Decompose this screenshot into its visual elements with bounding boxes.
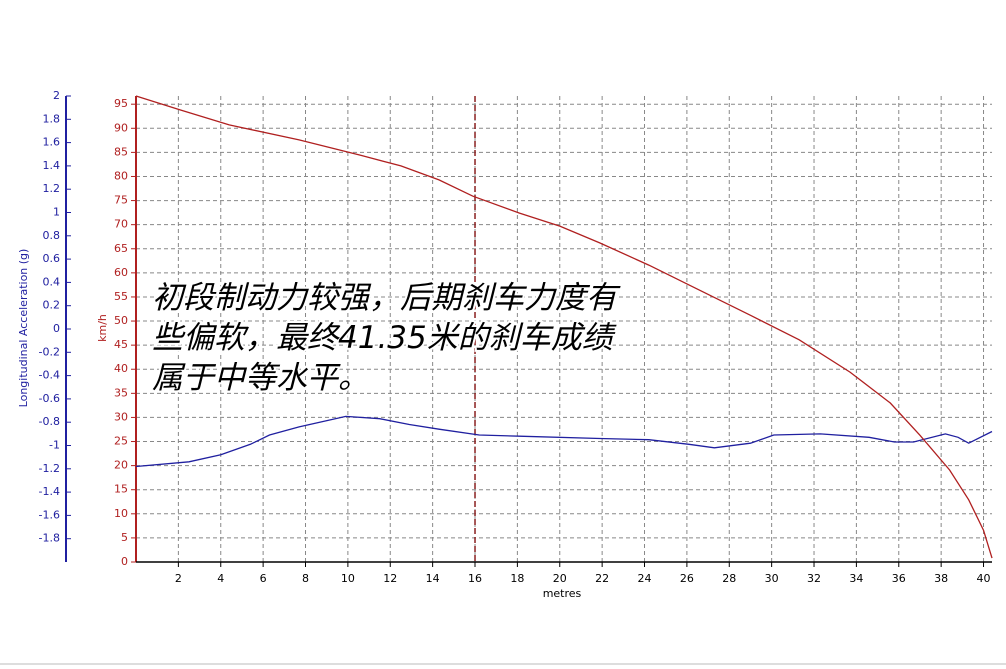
y2-tick-label: 10 (114, 507, 128, 520)
y-tick-label: 0.6 (43, 252, 61, 265)
y-tick-label: 1 (53, 206, 60, 219)
y-tick-label: 1.4 (43, 159, 61, 172)
x-tick-label: 20 (553, 572, 567, 585)
x-tick-label: 28 (722, 572, 736, 585)
annotation: 初段制动力较强，后期刹车力度有 (152, 280, 621, 316)
y-tick-label: 1.8 (43, 112, 61, 125)
x-tick-label: 12 (383, 572, 397, 585)
y2-tick-label: 90 (114, 121, 128, 134)
y2-tick-label: 20 (114, 459, 128, 472)
y-tick-label: 1.2 (43, 182, 61, 195)
x-tick-label: 36 (892, 572, 906, 585)
x-tick-label: 40 (977, 572, 991, 585)
y-tick-label: -0.8 (39, 415, 60, 428)
x-tick-label: 18 (510, 572, 524, 585)
y-tick-label: -0.2 (39, 345, 60, 358)
y2-axis-label: km/h (96, 314, 109, 342)
y-axis-label: Longitudinal Acceleration (g) (17, 249, 30, 408)
y-tick-label: -1.8 (39, 532, 60, 545)
y2-tick-label: 15 (114, 483, 128, 496)
y-tick-label: 2 (53, 89, 60, 102)
annotation: 些偏软，最终41.35米的刹车成绩 (152, 320, 617, 356)
y-tick-label: -1.6 (39, 508, 60, 521)
series-line (135, 95, 993, 559)
y-tick-label: 0.2 (43, 299, 61, 312)
x-tick-label: 34 (849, 572, 863, 585)
x-tick-label: 14 (426, 572, 440, 585)
y-tick-label: 0.4 (43, 275, 61, 288)
y2-tick-label: 30 (114, 410, 128, 423)
y-tick-label: -1.2 (39, 462, 60, 475)
annotation: 属于中等水平。 (152, 360, 369, 396)
y2-tick-label: 80 (114, 169, 128, 182)
y-tick-label: 0 (53, 322, 60, 335)
x-tick-label: 4 (217, 572, 224, 585)
y2-tick-label: 95 (114, 97, 128, 110)
y2-tick-label: 5 (121, 531, 128, 544)
x-tick-label: 30 (765, 572, 779, 585)
y2-tick-label: 40 (114, 362, 128, 375)
x-tick-label: 16 (468, 572, 482, 585)
y-tick-label: -0.4 (39, 369, 60, 382)
series-line (135, 415, 993, 468)
x-tick-label: 38 (934, 572, 948, 585)
x-tick-label: 2 (175, 572, 182, 585)
y2-tick-label: 85 (114, 145, 128, 158)
x-axis-label: metres (543, 587, 582, 600)
y2-tick-label: 35 (114, 386, 128, 399)
y-tick-label: -1.4 (39, 485, 60, 498)
y2-tick-label: 45 (114, 338, 128, 351)
y2-tick-label: 55 (114, 290, 128, 303)
y-tick-label: -1 (49, 439, 60, 452)
y2-tick-label: 75 (114, 194, 128, 207)
x-tick-label: 26 (680, 572, 694, 585)
x-tick-label: 10 (341, 572, 355, 585)
y2-tick-label: 60 (114, 266, 128, 279)
y2-tick-label: 50 (114, 314, 128, 327)
x-tick-label: 22 (595, 572, 609, 585)
x-tick-label: 32 (807, 572, 821, 585)
x-tick-label: 8 (302, 572, 309, 585)
y2-tick-label: 70 (114, 218, 128, 231)
y-tick-label: -0.6 (39, 392, 60, 405)
y2-tick-label: 0 (121, 555, 128, 568)
y-tick-label: 1.6 (43, 136, 61, 149)
x-tick-label: 24 (638, 572, 652, 585)
y2-tick-label: 65 (114, 242, 128, 255)
y2-tick-label: 25 (114, 435, 128, 448)
x-tick-label: 6 (260, 572, 267, 585)
y-tick-label: 0.8 (43, 229, 61, 242)
